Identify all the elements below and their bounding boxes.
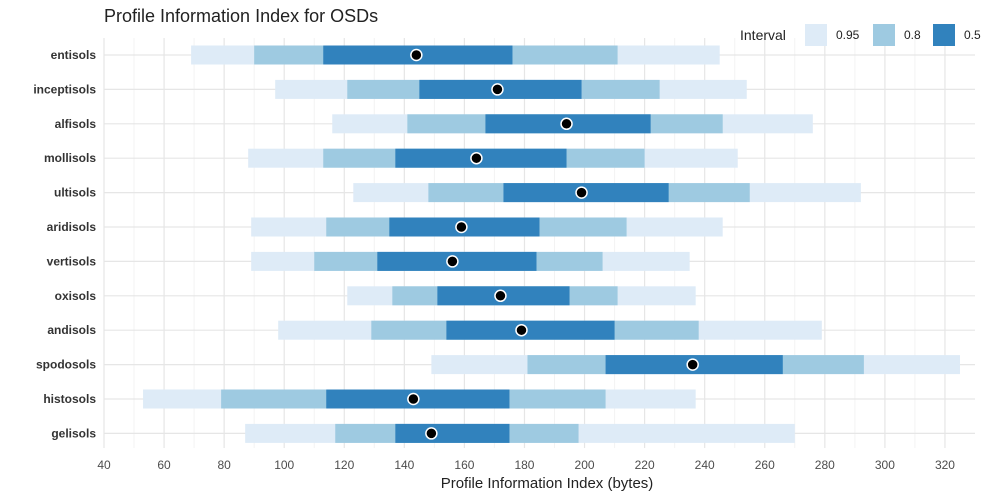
x-tick-label: 180 <box>514 458 534 472</box>
x-tick-label: 40 <box>97 458 111 472</box>
y-tick-label-alfisols: alfisols <box>55 117 97 131</box>
point-ultisols <box>575 186 588 199</box>
y-tick-label-entisols: entisols <box>51 48 97 62</box>
legend-label-095: 0.95 <box>836 28 860 42</box>
y-tick-label-histosols: histosols <box>43 392 96 406</box>
chart-title: Profile Information Index for OSDs <box>104 6 378 26</box>
x-tick-label: 200 <box>575 458 595 472</box>
point-histosols <box>407 392 420 406</box>
legend-title: Interval <box>740 27 786 43</box>
legend-key-095 <box>805 24 827 46</box>
y-tick-label-mollisols: mollisols <box>44 151 96 165</box>
median-points <box>407 48 699 440</box>
x-tick-label: 120 <box>334 458 354 472</box>
point-alfisols <box>560 117 573 131</box>
legend: Interval 0.95 0.8 0.5 <box>740 24 981 46</box>
x-tick-label: 280 <box>815 458 835 472</box>
point-entisols <box>410 48 423 62</box>
x-tick-label: 160 <box>454 458 474 472</box>
y-tick-label-inceptisols: inceptisols <box>33 82 96 96</box>
x-tick-label: 260 <box>755 458 775 472</box>
x-tick-label: 140 <box>394 458 414 472</box>
point-vertisols <box>446 255 459 268</box>
x-tick-label: 100 <box>274 458 294 472</box>
x-tick-label: 60 <box>157 458 171 472</box>
y-tick-label-gelisols: gelisols <box>51 426 96 440</box>
y-tick-label-andisols: andisols <box>47 323 96 337</box>
x-axis-tick-labels: 40 60 80 100 120 140 160 180 200 220 240 260 280 300 3… <box>97 458 955 472</box>
interval-bar-05-andisols <box>446 320 615 340</box>
grid-lines <box>103 38 975 448</box>
legend-label-08: 0.8 <box>904 28 921 42</box>
x-axis-label: Profile Information Index (bytes) <box>441 475 654 492</box>
point-oxisols <box>494 289 507 303</box>
point-spodosols <box>686 358 699 371</box>
legend-label-05: 0.5 <box>964 28 981 42</box>
point-inceptisols <box>491 83 504 96</box>
point-andisols <box>515 323 528 337</box>
x-tick-label: 240 <box>695 458 715 472</box>
interval-bar-05-gelisols <box>395 423 510 443</box>
x-tick-label: 80 <box>217 458 231 472</box>
point-mollisols <box>470 151 483 165</box>
y-axis-tick-labels: entisols inceptisols alfisols mollisols ulti… <box>33 48 96 440</box>
y-tick-label-ultisols: ultisols <box>54 186 96 200</box>
x-tick-label: 300 <box>875 458 895 472</box>
legend-key-08 <box>873 24 895 46</box>
point-gelisols <box>425 427 438 440</box>
x-tick-label: 320 <box>935 458 955 472</box>
y-tick-label-vertisols: vertisols <box>47 254 97 268</box>
x-tick-label: 220 <box>635 458 655 472</box>
y-tick-label-spodosols: spodosols <box>36 358 96 372</box>
point-aridisols <box>455 220 468 234</box>
interval-bars <box>143 45 960 443</box>
y-tick-label-oxisols: oxisols <box>55 289 97 303</box>
y-tick-label-aridisols: aridisols <box>47 220 97 234</box>
legend-key-05 <box>933 24 955 46</box>
